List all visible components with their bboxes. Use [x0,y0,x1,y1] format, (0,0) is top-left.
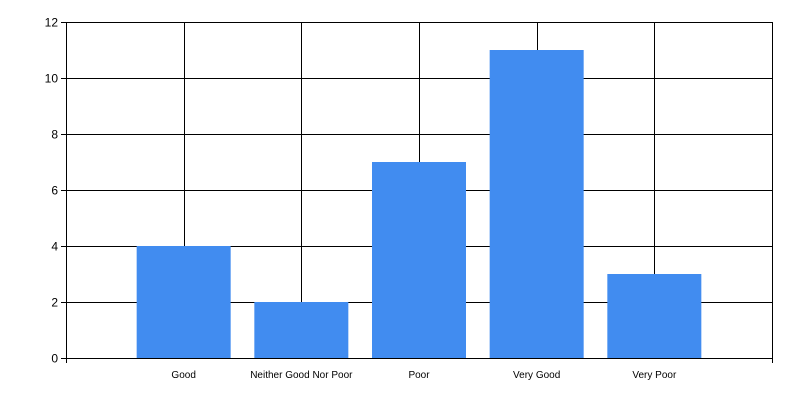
bars [136,50,702,358]
bar-neither-good-nor-poor [254,302,349,358]
x-tick-label: Neither Good Nor Poor [250,370,353,381]
y-tick-label: 0 [51,352,58,366]
y-tick-label: 10 [45,72,59,86]
tick-labels: 0 2 4 6 8 10 12 Good Neither Good Nor Poor Poor Ve… [45,16,677,382]
bar-very-poor [607,274,702,358]
y-tick-label: 12 [45,16,59,30]
x-tick-label: Good [171,370,195,381]
x-tick-label: Very Poor [632,370,677,381]
y-tick-label: 6 [51,184,58,198]
x-tick-label: Very Good [513,370,560,381]
y-tick-label: 8 [51,128,58,142]
y-tick-label: 2 [51,296,58,310]
bar-poor [372,162,466,358]
x-tick-label: Poor [408,370,430,381]
y-tick-label: 4 [51,240,58,254]
bar-good [136,246,231,358]
bar-very-good [489,50,584,358]
axes [61,22,773,363]
